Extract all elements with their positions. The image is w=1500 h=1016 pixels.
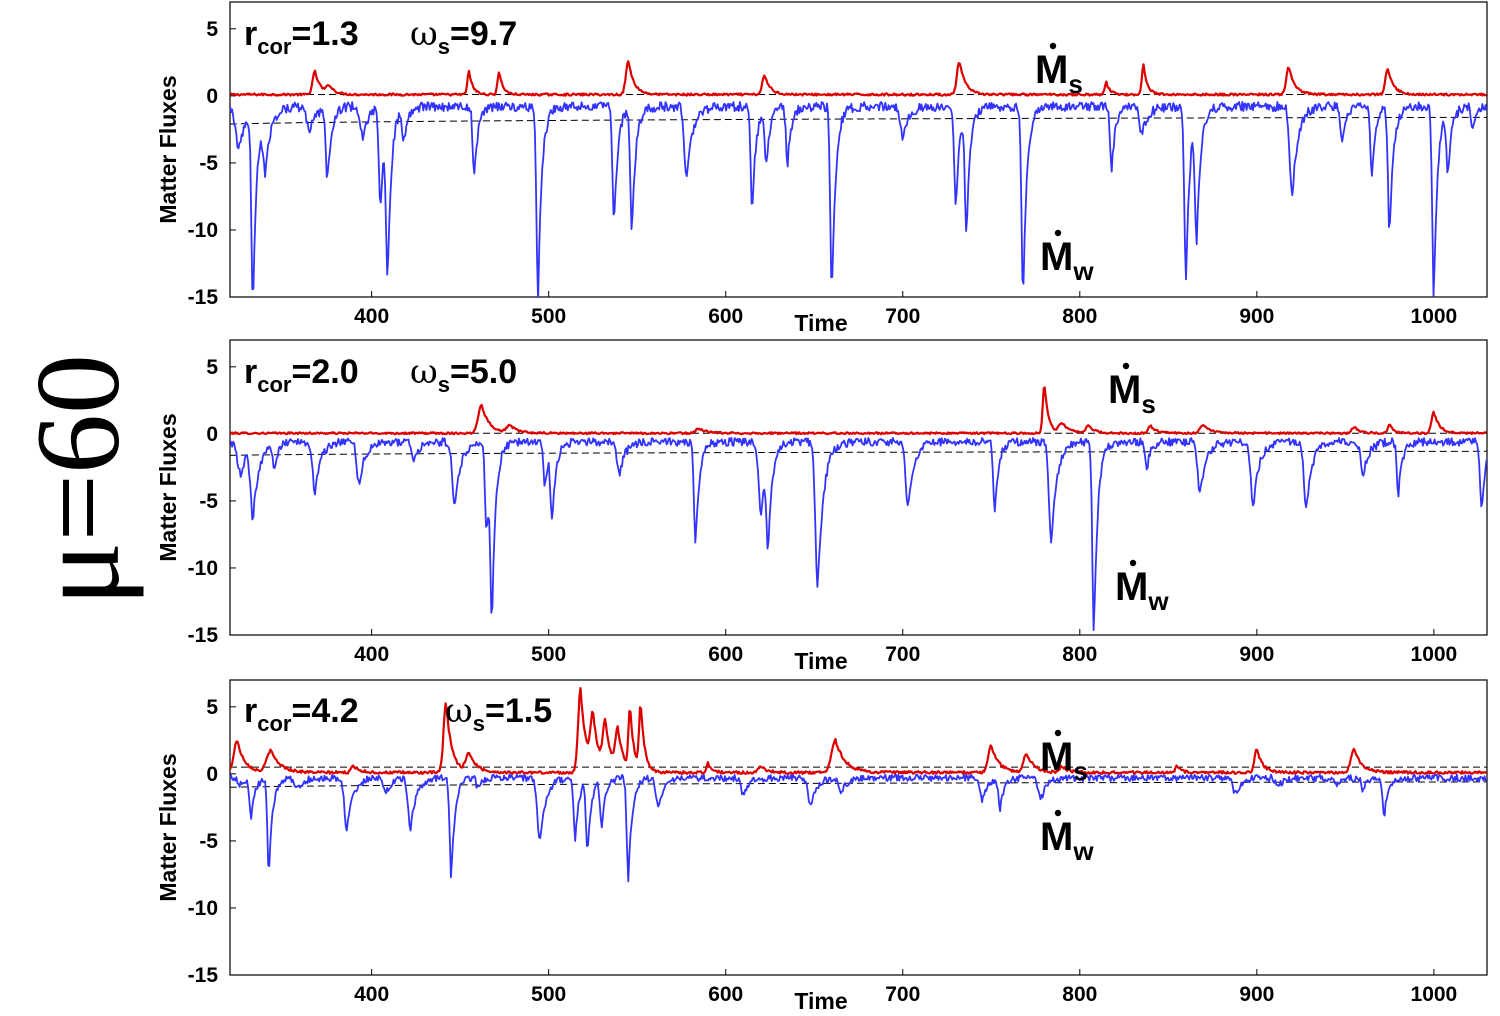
mdot-w-label: Mw <box>1040 815 1094 866</box>
series-line-mw <box>230 773 1487 883</box>
x-tick-label: 600 <box>708 983 743 1006</box>
dot-accent-icon <box>1122 362 1130 370</box>
panel-2: 5 0 -5 -10 -15 400 500 600 700 800 900 1000 Matter F… <box>155 339 1488 674</box>
series-line-mw <box>230 101 1487 297</box>
x-tick-label: 700 <box>885 305 920 328</box>
plot-frame <box>229 339 1488 636</box>
x-tick-label: 900 <box>1239 983 1274 1006</box>
x-tick-label: 700 <box>885 983 920 1006</box>
x-axis-label: Time <box>794 310 847 336</box>
series-line-ms <box>230 386 1487 436</box>
y-tick-label: 0 <box>206 423 218 446</box>
y-axis-label: Matter Fluxes <box>155 413 181 561</box>
x-tick-label: 900 <box>1239 305 1274 328</box>
y-tick-label: -5 <box>199 490 218 513</box>
y-tick-label: 0 <box>206 85 218 108</box>
y-tick-label: 5 <box>206 18 218 41</box>
mean-line-wind <box>229 450 1488 456</box>
x-tick-label: 500 <box>531 643 566 666</box>
x-tick-label: 500 <box>531 983 566 1006</box>
x-tick-label: 900 <box>1239 643 1274 666</box>
x-tick-label: 500 <box>531 305 566 328</box>
panel-1: 5 0 -5 -10 -15 400 500 600 700 800 900 1000 Matter F… <box>155 1 1488 336</box>
y-tick-label: -10 <box>188 557 218 580</box>
x-axis-label: Time <box>794 988 847 1014</box>
series-line-ms <box>230 686 1487 776</box>
x-tick-label: 400 <box>354 305 389 328</box>
plot-frame <box>229 1 1488 298</box>
y-tick-label: -15 <box>188 964 219 987</box>
mdot-s-label: Ms <box>1035 48 1083 99</box>
y-tick-label: 0 <box>206 763 218 786</box>
x-axis-label: Time <box>794 648 847 674</box>
dot-accent-icon <box>1054 809 1062 817</box>
x-tick-label: 800 <box>1062 305 1097 328</box>
x-tick-label: 1000 <box>1411 983 1458 1006</box>
mdot-s-label: Ms <box>1040 735 1088 786</box>
x-tick-label: 800 <box>1062 643 1097 666</box>
y-tick-label: 5 <box>206 696 218 719</box>
y-tick-label: -10 <box>188 897 218 920</box>
series-line-ms <box>230 60 1487 97</box>
x-tick-label: 600 <box>708 643 743 666</box>
rcor-annotation: rcor=2.0 <box>244 353 359 397</box>
x-tick-label: 400 <box>354 643 389 666</box>
x-tick-label: 1000 <box>1411 643 1458 666</box>
rcor-annotation: rcor=4.2 <box>244 692 359 736</box>
y-axis-label: Matter Fluxes <box>155 753 181 901</box>
y-tick-label: -10 <box>188 219 218 242</box>
omega-annotation: ωs=9.7 <box>410 14 517 59</box>
mdot-w-label: Mw <box>1040 235 1094 286</box>
mean-line-wind <box>229 116 1488 125</box>
x-tick-label: 700 <box>885 643 920 666</box>
y-axis-label: Matter Fluxes <box>155 75 181 223</box>
y-tick-label: 5 <box>206 356 218 379</box>
dot-accent-icon <box>1054 229 1062 237</box>
dot-accent-icon <box>1054 729 1062 737</box>
rcor-annotation: rcor=1.3 <box>244 15 359 59</box>
dot-accent-icon <box>1049 42 1057 50</box>
y-tick-label: -15 <box>188 624 219 647</box>
x-tick-label: 800 <box>1062 983 1097 1006</box>
x-tick-label: 600 <box>708 305 743 328</box>
dot-accent-icon <box>1129 559 1137 567</box>
panel-3: 5 0 -5 -10 -15 400 500 600 700 800 900 1000 Matter F… <box>155 679 1488 1014</box>
mean-line-wind <box>229 781 1488 788</box>
series-line-mw <box>230 436 1487 631</box>
mdot-s-label: Ms <box>1108 368 1156 419</box>
omega-annotation: ωs=1.5 <box>445 691 552 736</box>
x-tick-label: 1000 <box>1411 305 1458 328</box>
x-tick-label: 400 <box>354 983 389 1006</box>
y-tick-label: -5 <box>199 830 218 853</box>
plot-frame <box>229 679 1488 976</box>
mu-label: μ=60 <box>11 354 144 606</box>
omega-annotation: ωs=5.0 <box>410 352 517 397</box>
y-tick-label: -15 <box>188 286 219 309</box>
y-tick-label: -5 <box>199 152 218 175</box>
mdot-w-label: Mw <box>1115 565 1169 616</box>
